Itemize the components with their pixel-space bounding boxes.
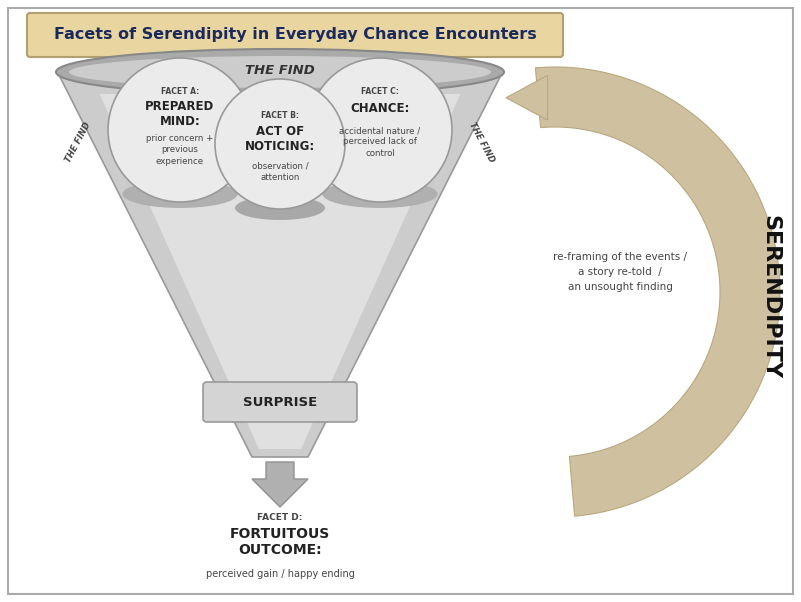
Ellipse shape bbox=[215, 79, 345, 209]
Text: FACET A:: FACET A: bbox=[161, 87, 199, 96]
Polygon shape bbox=[60, 77, 500, 457]
Text: CHANCE:: CHANCE: bbox=[350, 102, 409, 114]
Text: FACET B:: FACET B: bbox=[261, 111, 299, 120]
Text: re-framing of the events /
a story re-told  /
an unsought finding: re-framing of the events / a story re-to… bbox=[553, 252, 687, 292]
Text: Facets of Serendipity in Everyday Chance Encounters: Facets of Serendipity in Everyday Chance… bbox=[54, 28, 537, 43]
Text: FACET C:: FACET C: bbox=[361, 87, 399, 96]
Ellipse shape bbox=[322, 180, 437, 208]
Text: FACET D:: FACET D: bbox=[257, 512, 303, 521]
FancyBboxPatch shape bbox=[27, 13, 563, 57]
Text: ACT OF
NOTICING:: ACT OF NOTICING: bbox=[245, 125, 315, 153]
Ellipse shape bbox=[108, 58, 252, 202]
Text: SERENDIPITY: SERENDIPITY bbox=[760, 215, 780, 379]
Polygon shape bbox=[99, 94, 461, 449]
Text: PREPARED
MIND:: PREPARED MIND: bbox=[145, 100, 215, 128]
Ellipse shape bbox=[235, 196, 325, 220]
Polygon shape bbox=[252, 462, 308, 507]
Text: THE FIND: THE FIND bbox=[63, 120, 92, 164]
Ellipse shape bbox=[308, 58, 452, 202]
Text: THE FIND: THE FIND bbox=[468, 120, 497, 164]
Polygon shape bbox=[535, 67, 780, 516]
Polygon shape bbox=[506, 75, 548, 120]
Ellipse shape bbox=[69, 56, 491, 88]
Text: prior concern +
previous
experience: prior concern + previous experience bbox=[147, 134, 214, 166]
Text: perceived gain / happy ending: perceived gain / happy ending bbox=[206, 569, 354, 579]
Text: FORTUITOUS
OUTCOME:: FORTUITOUS OUTCOME: bbox=[230, 527, 330, 557]
FancyBboxPatch shape bbox=[203, 382, 357, 422]
Text: observation /
attention: observation / attention bbox=[252, 162, 308, 182]
Text: accidental nature /
perceived lack of
control: accidental nature / perceived lack of co… bbox=[340, 126, 421, 158]
Text: THE FIND: THE FIND bbox=[245, 64, 315, 78]
Text: SURPRISE: SURPRISE bbox=[243, 396, 317, 409]
Ellipse shape bbox=[123, 180, 238, 208]
Ellipse shape bbox=[56, 49, 504, 95]
FancyBboxPatch shape bbox=[8, 8, 793, 594]
